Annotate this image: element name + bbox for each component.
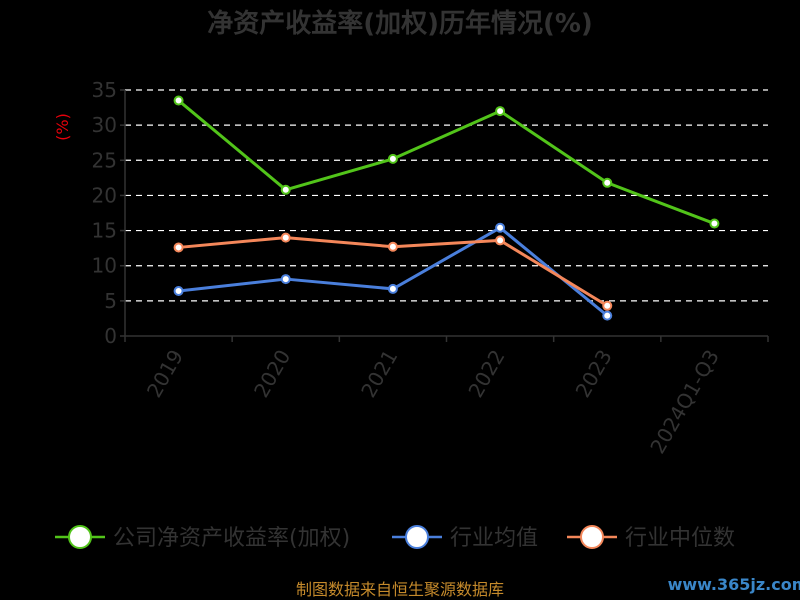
y-tick-label: 20 <box>92 183 117 207</box>
y-axis-unit-label: (%) <box>53 113 72 141</box>
legend-marker <box>580 525 604 549</box>
y-tick-label: 10 <box>92 254 117 278</box>
x-tick-label: 2022 <box>463 346 509 402</box>
data-point <box>280 184 291 195</box>
x-tick-label: 2020 <box>249 346 295 402</box>
legend-label: 行业均值 <box>450 526 538 551</box>
chart-title: 净资产收益率(加权)历年情况(%) <box>207 8 593 39</box>
y-tick-label: 35 <box>92 78 117 102</box>
data-point <box>387 241 398 252</box>
data-point <box>173 286 184 297</box>
series-layer <box>173 95 720 321</box>
grid-layer <box>125 89 768 302</box>
data-point <box>495 222 506 233</box>
x-tick-label: 2024Q1-Q3 <box>645 346 724 458</box>
series-line-1 <box>177 99 715 225</box>
y-tick-label: 25 <box>92 148 117 172</box>
y-tick-label: 0 <box>104 324 117 348</box>
data-point <box>387 153 398 164</box>
y-tick-label: 30 <box>92 113 117 137</box>
data-point <box>173 95 184 106</box>
legend-item-1[interactable]: 公司净资产收益率(加权) <box>55 525 350 551</box>
watermark: www.365jz.com <box>668 575 800 594</box>
legend-item-3[interactable]: 行业中位数 <box>567 525 735 551</box>
data-point <box>602 177 613 188</box>
data-point <box>280 274 291 285</box>
x-tick-label: 2023 <box>571 346 617 402</box>
x-tick-label: 2019 <box>142 346 188 402</box>
legend-item-2[interactable]: 行业均值 <box>392 525 538 551</box>
data-point <box>280 232 291 243</box>
data-point <box>387 283 398 294</box>
data-point <box>495 106 506 117</box>
legend: 公司净资产收益率(加权) 行业均值 行业中位数 <box>55 525 735 551</box>
data-source-note: 制图数据来自恒生聚源数据库 <box>296 580 504 599</box>
y-tick-label: 5 <box>104 289 117 313</box>
data-point <box>495 235 506 246</box>
x-tick-label: 2021 <box>356 346 402 402</box>
legend-marker <box>68 525 92 549</box>
y-tick-label: 15 <box>92 219 117 243</box>
legend-marker <box>405 525 429 549</box>
data-point <box>709 218 720 229</box>
data-point <box>602 300 613 311</box>
legend-label: 行业中位数 <box>625 526 735 551</box>
data-point <box>173 242 184 253</box>
data-point <box>602 310 613 321</box>
legend-label: 公司净资产收益率(加权) <box>113 526 350 551</box>
